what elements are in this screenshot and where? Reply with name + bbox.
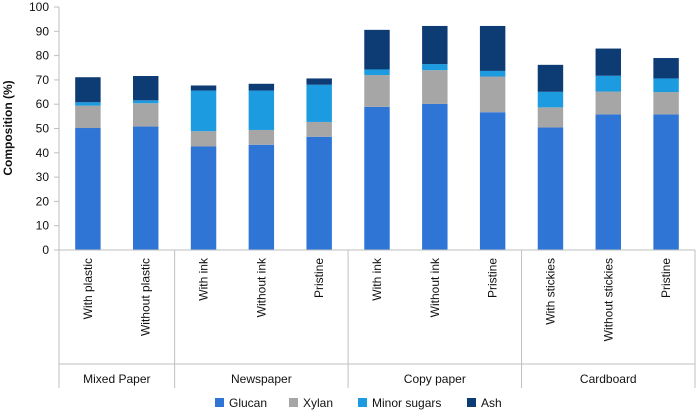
bar-segment-minor-sugars: [364, 69, 390, 76]
bar-segment-glucan: [75, 128, 101, 250]
x-axis: [58, 249, 696, 388]
bar-segment-glucan: [133, 126, 159, 250]
bar-segment-minor-sugars: [190, 90, 217, 132]
bar-segment-xylan: [422, 70, 448, 104]
legend-label: Xylan: [303, 396, 333, 410]
legend-label: Ash: [481, 396, 502, 410]
y-tick-label: 0: [42, 243, 49, 257]
bar-segment-ash: [133, 76, 159, 101]
bar-segment-glucan: [190, 146, 217, 250]
y-tick-label: 40: [36, 146, 50, 160]
bar-segment-xylan: [479, 76, 506, 113]
y-tick-label: 90: [36, 24, 50, 38]
category-label: Without ink: [428, 257, 442, 317]
bar-segment-minor-sugars: [479, 70, 506, 77]
bar-segment-glucan: [306, 136, 332, 250]
category-label: Pristine: [659, 258, 673, 298]
group-label: Newspaper: [231, 372, 292, 386]
bar-segment-minor-sugars: [306, 84, 332, 122]
legend-swatch-xylan: [289, 398, 298, 407]
bar-segment-xylan: [248, 129, 275, 145]
bar-segment-xylan: [364, 75, 390, 107]
bar-segment-ash: [595, 48, 621, 76]
bar-segment-xylan: [653, 92, 679, 115]
bar-segment-glucan: [595, 114, 621, 250]
bar-segment-ash: [479, 25, 506, 71]
bar-segment-glucan: [364, 106, 390, 250]
bar-segment-minor-sugars: [537, 91, 564, 108]
category-label: With stickies: [543, 258, 557, 325]
legend: Glucan Xylan Minor sugars Ash: [215, 396, 502, 410]
y-tick-label: 20: [36, 194, 50, 208]
legend-swatch-minor-sugars: [358, 398, 367, 407]
category-label: With plastic: [81, 258, 95, 319]
y-tick-label: 50: [36, 122, 50, 136]
bar-segment-minor-sugars: [653, 78, 679, 93]
bar-segment-glucan: [248, 144, 275, 250]
bar-segment-minor-sugars: [75, 102, 101, 106]
y-tick-label: 60: [36, 97, 50, 111]
bar-segment-minor-sugars: [595, 75, 621, 92]
bar-segment-glucan: [479, 112, 506, 251]
y-axis-title: Composition (%): [1, 80, 15, 175]
y-tick-label: 30: [36, 170, 50, 184]
bar-segment-ash: [248, 83, 275, 91]
category-label: Without stickies: [601, 258, 615, 341]
bar-segment-xylan: [75, 105, 101, 129]
bar-segment-glucan: [537, 127, 564, 250]
bar-segment-ash: [364, 29, 390, 70]
bar-segment-ash: [422, 25, 448, 65]
bars: [75, 25, 679, 251]
y-tick-label: 80: [36, 49, 50, 63]
category-label: Without ink: [254, 257, 268, 317]
category-label: With ink: [370, 257, 384, 301]
bar-segment-minor-sugars: [248, 90, 275, 130]
group-label: Cardboard: [580, 372, 637, 386]
category-label: Without plastic: [139, 258, 153, 336]
category-label: Pristine: [486, 258, 500, 298]
bar-segment-xylan: [190, 131, 217, 147]
y-axis-ticks: 0 10 20 30 40 50 60 70 80 90 100: [29, 0, 60, 257]
legend-label: Minor sugars: [372, 396, 441, 410]
legend-swatch-ash: [467, 398, 476, 407]
bar-segment-ash: [306, 78, 332, 85]
bar-segment-ash: [75, 77, 101, 103]
legend-label: Glucan: [229, 396, 267, 410]
group-label: Copy paper: [404, 372, 466, 386]
bar-segment-xylan: [306, 121, 332, 137]
bar-segment-ash: [537, 64, 564, 92]
category-labels: With plastic Without plastic With ink Witho…: [81, 257, 673, 386]
bar-segment-minor-sugars: [422, 64, 448, 71]
bar-segment-xylan: [537, 107, 564, 128]
bar-segment-xylan: [595, 91, 621, 115]
category-label: Pristine: [312, 258, 326, 298]
category-label: With ink: [197, 257, 211, 301]
bar-segment-ash: [190, 85, 217, 91]
y-tick-label: 10: [36, 219, 50, 233]
bar-segment-xylan: [133, 103, 159, 127]
group-label: Mixed Paper: [83, 372, 150, 386]
bar-segment-glucan: [653, 114, 679, 250]
bar-segment-ash: [653, 58, 679, 79]
y-tick-label: 70: [36, 73, 50, 87]
bar-segment-glucan: [422, 103, 448, 250]
legend-swatch-glucan: [215, 398, 224, 407]
y-tick-label: 100: [29, 0, 49, 14]
bar-segment-minor-sugars: [133, 100, 159, 104]
